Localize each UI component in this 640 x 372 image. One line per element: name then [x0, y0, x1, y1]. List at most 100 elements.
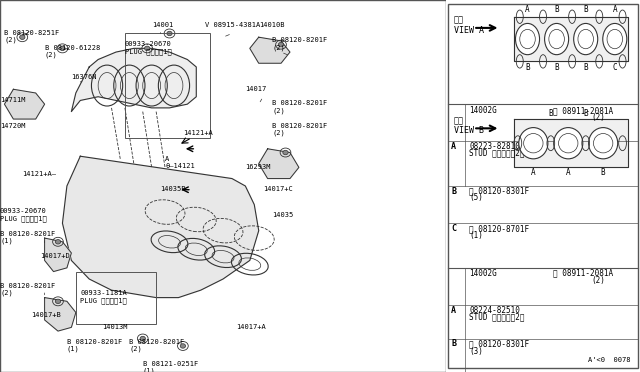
Text: ⓝ 08911-2081A: ⓝ 08911-2081A [553, 106, 613, 115]
Polygon shape [72, 48, 196, 112]
Text: B 08120-8201F
(2): B 08120-8201F (2) [0, 283, 55, 296]
Text: 00933-1181A
PLUG プラグ（1）: 00933-1181A PLUG プラグ（1） [80, 290, 127, 304]
Text: 14035: 14035 [272, 212, 293, 218]
Text: 14711M: 14711M [0, 97, 26, 103]
Text: STUD スタッド（2）: STUD スタッド（2） [469, 149, 525, 158]
Text: B: B [584, 109, 588, 118]
Text: B 08120-8201F
(2): B 08120-8201F (2) [272, 37, 327, 51]
Text: A: A [451, 306, 456, 315]
Text: B: B [548, 109, 553, 118]
Text: C: C [451, 224, 456, 233]
Text: B 08120-8201F
(1): B 08120-8201F (1) [67, 339, 122, 352]
Polygon shape [63, 156, 259, 298]
Text: 00933-20670
PLUG プラグ（1）: 00933-20670 PLUG プラグ（1） [0, 208, 47, 222]
Text: B 08121-0251F
(1): B 08121-0251F (1) [143, 361, 198, 372]
Ellipse shape [578, 29, 593, 49]
Text: 矢視: 矢視 [454, 116, 464, 125]
Text: A
θ—14121: A θ—14121 [165, 156, 195, 169]
Text: B: B [584, 63, 588, 72]
Ellipse shape [607, 29, 623, 49]
Text: 14002G: 14002G [469, 269, 497, 278]
Text: 14035P: 14035P [161, 186, 186, 192]
Text: 矢視: 矢視 [454, 15, 464, 24]
Text: C: C [612, 63, 617, 72]
Text: B 08120-61228
(2): B 08120-61228 (2) [45, 45, 100, 58]
Text: Ⓑ 08120-8301F: Ⓑ 08120-8301F [469, 339, 529, 348]
Ellipse shape [515, 23, 540, 55]
Polygon shape [45, 298, 76, 331]
Circle shape [140, 336, 145, 341]
Polygon shape [514, 119, 628, 167]
Text: A: A [566, 168, 571, 177]
Text: 14720M: 14720M [0, 123, 26, 129]
Circle shape [283, 150, 288, 155]
Text: Ⓑ 08120-8301F: Ⓑ 08120-8301F [469, 187, 529, 196]
Ellipse shape [524, 134, 543, 153]
Text: ⓝ 08911-2081A: ⓝ 08911-2081A [553, 269, 613, 278]
Circle shape [167, 31, 172, 36]
Text: A: A [525, 5, 530, 14]
Ellipse shape [559, 134, 578, 153]
Circle shape [55, 299, 61, 304]
Text: 14017+D: 14017+D [40, 253, 70, 259]
Text: VIEW A: VIEW A [454, 26, 484, 35]
Ellipse shape [520, 29, 535, 49]
Text: Ⓑ 08120-8701F: Ⓑ 08120-8701F [469, 224, 529, 233]
Text: VIEW B: VIEW B [454, 126, 484, 135]
Ellipse shape [545, 23, 568, 55]
Text: B 08120-8201F
(2): B 08120-8201F (2) [129, 339, 184, 352]
Text: B: B [525, 63, 530, 72]
Ellipse shape [603, 23, 627, 55]
Ellipse shape [573, 23, 598, 55]
Text: 14001: 14001 [152, 22, 173, 28]
FancyBboxPatch shape [448, 4, 638, 368]
Text: 14017: 14017 [245, 86, 267, 92]
Text: (2): (2) [591, 113, 605, 122]
Polygon shape [259, 149, 299, 179]
Text: 08223-82810: 08223-82810 [469, 142, 520, 151]
Text: B: B [584, 5, 588, 14]
Text: (1): (1) [469, 231, 483, 240]
Ellipse shape [549, 29, 564, 49]
Text: A'<0  0078: A'<0 0078 [588, 357, 630, 363]
FancyBboxPatch shape [0, 0, 445, 372]
Text: (2): (2) [591, 276, 605, 285]
Text: B 08120-8201F
(2): B 08120-8201F (2) [272, 100, 327, 114]
Text: B: B [554, 5, 559, 14]
Text: 08224-82510: 08224-82510 [469, 306, 520, 315]
Text: A: A [451, 142, 456, 151]
Text: 14002G: 14002G [469, 106, 497, 115]
Circle shape [60, 46, 65, 51]
Circle shape [145, 46, 150, 51]
Text: 16293M: 16293M [245, 164, 271, 170]
Circle shape [55, 240, 61, 244]
Text: 14013M: 14013M [102, 324, 128, 330]
Polygon shape [514, 17, 628, 61]
Circle shape [20, 35, 25, 39]
Text: B: B [451, 339, 456, 348]
Circle shape [278, 42, 284, 47]
Polygon shape [250, 37, 290, 63]
Text: 14010B: 14010B [259, 22, 284, 28]
Text: 14121+A: 14121+A [183, 130, 212, 136]
Ellipse shape [593, 134, 613, 153]
Text: 14017+B: 14017+B [31, 312, 61, 318]
Circle shape [180, 344, 186, 348]
Text: B: B [601, 168, 605, 177]
Bar [125, 33, 210, 138]
Text: B 08120-8201F
(2): B 08120-8201F (2) [272, 123, 327, 136]
Text: (3): (3) [469, 347, 483, 356]
Polygon shape [45, 238, 72, 272]
Text: B 08120-8251F
(2): B 08120-8251F (2) [4, 30, 60, 43]
Ellipse shape [519, 128, 548, 159]
Text: A: A [531, 168, 536, 177]
Text: 14017+C: 14017+C [263, 186, 293, 192]
Polygon shape [4, 89, 45, 119]
Text: B: B [451, 187, 456, 196]
Text: STUD スタッド（2）: STUD スタッド（2） [469, 312, 525, 321]
Text: 16376N: 16376N [72, 74, 97, 80]
Text: 00933-20670
PLUG プラグ（1）: 00933-20670 PLUG プラグ（1） [125, 41, 172, 55]
Text: A: A [612, 5, 617, 14]
Text: (5): (5) [469, 193, 483, 202]
Text: B 08120-8201F
(1): B 08120-8201F (1) [0, 231, 55, 244]
